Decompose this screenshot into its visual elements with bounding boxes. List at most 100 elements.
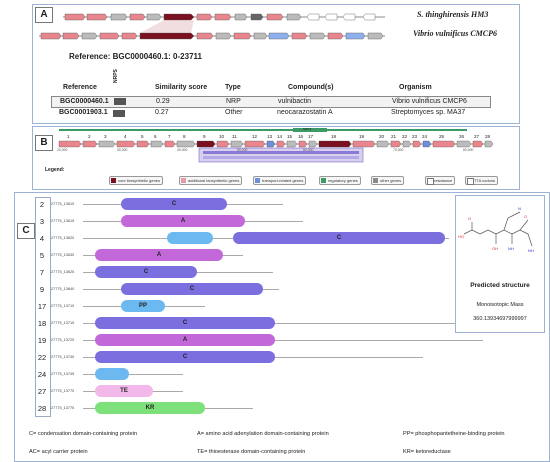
row-id: 27775_13715 bbox=[51, 321, 75, 325]
row-id: 27775_13770 bbox=[51, 389, 75, 393]
table-row[interactable]: BGC0000460.1 0.29 NRP vulnibactin Vibrio… bbox=[51, 96, 491, 108]
mass-label: Monoisotopic Mass bbox=[476, 302, 524, 308]
row-ref[interactable]: BGC0000460.1 bbox=[60, 98, 109, 105]
row-organism: Streptomyces sp. MA37 bbox=[391, 109, 466, 116]
gene-number: 22 bbox=[402, 134, 408, 139]
legend-additional[interactable]: additional biosynthetic genes bbox=[179, 176, 243, 185]
domain-c[interactable]: C bbox=[95, 266, 197, 278]
def-ac: AC= acyl carrier protein bbox=[29, 449, 88, 455]
protein-line bbox=[83, 323, 475, 324]
domain-kr[interactable]: KR bbox=[95, 402, 205, 414]
protein-line bbox=[83, 374, 183, 375]
legend-label: other genes bbox=[380, 178, 402, 183]
row-compound: vulnibactin bbox=[278, 98, 312, 105]
gene-number: 28 bbox=[485, 134, 491, 139]
other-swatch bbox=[373, 178, 378, 183]
gene-number: 21 bbox=[391, 134, 397, 139]
chem-label: O bbox=[524, 214, 527, 219]
nrps-region-tag: NRPS bbox=[303, 127, 312, 131]
header-similarity: Similarity score bbox=[155, 84, 208, 91]
domain-c[interactable]: C bbox=[121, 283, 263, 295]
domain-pp[interactable] bbox=[167, 232, 213, 244]
row-number: 19 bbox=[37, 336, 47, 345]
row-ref[interactable]: BGC0001903.1 bbox=[59, 109, 108, 116]
gene-number: 14 bbox=[277, 134, 283, 139]
def-a: A= amino acid adenylation domain-contain… bbox=[197, 431, 329, 437]
gene-number: 7 bbox=[168, 134, 171, 139]
domain-a[interactable]: A bbox=[121, 215, 245, 227]
gene-number: 5 bbox=[141, 134, 144, 139]
legend-transport[interactable]: transport-related genes bbox=[253, 176, 307, 185]
row-score: 0.29 bbox=[156, 98, 170, 105]
row-number: 2 bbox=[39, 200, 45, 209]
reference-text: Reference: BGC0000460.1: 0-23711 bbox=[69, 52, 202, 61]
row-number: 9 bbox=[39, 285, 45, 294]
nrps-swatch bbox=[114, 98, 126, 105]
row-number: 5 bbox=[39, 251, 45, 260]
chem-label: OH bbox=[492, 246, 498, 251]
row-number: 7 bbox=[39, 268, 45, 277]
gene-number: 4 bbox=[124, 134, 127, 139]
gene-number: 12 bbox=[252, 134, 258, 139]
row-id: 27775_13710 bbox=[51, 304, 75, 308]
header-compounds: Compound(s) bbox=[288, 84, 334, 91]
chem-label: NH bbox=[528, 248, 534, 253]
domain-pp[interactable]: PP bbox=[121, 300, 165, 312]
domain-rows: 2 27775_13610 C 3 27775_13615 A 4 27775_… bbox=[15, 193, 483, 423]
chem-label: O bbox=[468, 216, 471, 221]
row-number: 27 bbox=[37, 387, 47, 396]
row-id: 27775_13610 bbox=[51, 202, 75, 206]
domain-label: C bbox=[182, 320, 188, 326]
row-id: 27775_13640 bbox=[51, 287, 75, 291]
domain-pp[interactable] bbox=[95, 368, 129, 380]
scale-ticks: 20,000 30,000 40,000 50,000 60,000 70,00… bbox=[33, 148, 519, 153]
panel-a: A bbox=[32, 4, 520, 124]
gene-number: 10 bbox=[219, 134, 225, 139]
row-number: 18 bbox=[37, 319, 47, 328]
gene-number: 13 bbox=[267, 134, 273, 139]
legend-other[interactable]: other genes bbox=[371, 176, 405, 185]
domain-c[interactable]: C bbox=[233, 232, 445, 244]
nrps-swatch bbox=[113, 110, 125, 117]
domain-c[interactable]: C bbox=[121, 198, 227, 210]
row-organism: Vibrio vulnificus CMCP6 bbox=[392, 98, 467, 105]
gene-number: 2 bbox=[88, 134, 91, 139]
domain-te[interactable]: TE bbox=[95, 385, 153, 397]
legend-label: resistance bbox=[434, 178, 453, 183]
legend-tta[interactable]: TTA codons bbox=[465, 176, 499, 185]
gene-number: 3 bbox=[104, 134, 107, 139]
row-number-column bbox=[35, 197, 51, 417]
domain-c[interactable]: C bbox=[95, 351, 275, 363]
legend-core[interactable]: core biosynthetic genes bbox=[109, 176, 164, 185]
def-c: C= condensation domain-containing protei… bbox=[29, 431, 138, 437]
gene-number: 26 bbox=[459, 134, 465, 139]
header-type: Type bbox=[225, 84, 241, 91]
row-id: 27775_13740 bbox=[51, 355, 75, 359]
row-id: 27775_13620 bbox=[51, 236, 75, 240]
domain-c[interactable]: C bbox=[95, 317, 275, 329]
transport-swatch bbox=[255, 178, 260, 183]
legend-resistance[interactable]: resistance bbox=[425, 176, 456, 185]
scale-tick: 70,000 bbox=[393, 148, 404, 152]
table-row[interactable]: BGC0001903.1 0.27 Other neocarazostatin … bbox=[51, 108, 491, 118]
domain-a[interactable]: A bbox=[95, 249, 223, 261]
domain-a[interactable]: A bbox=[95, 334, 275, 346]
gene-number: 24 bbox=[422, 134, 428, 139]
cluster-genes bbox=[58, 140, 494, 148]
def-te: TE= thioesterase domain-containing prote… bbox=[197, 449, 306, 455]
row-number: 3 bbox=[39, 217, 45, 226]
cluster-comparison-tracks bbox=[39, 13, 385, 40]
chem-label: HO bbox=[458, 234, 464, 239]
gene-number: 1 bbox=[67, 134, 70, 139]
row-type: NRP bbox=[226, 98, 241, 105]
domain-label: C bbox=[143, 269, 149, 275]
legend-label: core biosynthetic genes bbox=[118, 178, 161, 183]
track2-name: Vibrio vulnificus CMCP6 bbox=[413, 29, 498, 38]
track2-genes bbox=[40, 32, 384, 40]
core-swatch bbox=[111, 178, 116, 183]
gene-number: 27 bbox=[474, 134, 480, 139]
domain-label: TE bbox=[120, 388, 128, 394]
legend-regulatory[interactable]: regulatory genes bbox=[319, 176, 361, 185]
domain-label: A bbox=[182, 337, 188, 343]
chem-label: NH bbox=[508, 246, 514, 251]
